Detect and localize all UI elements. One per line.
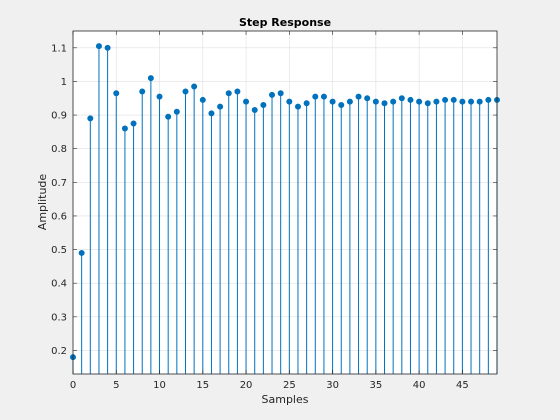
stem-marker [338,101,345,108]
stem-marker [433,98,440,105]
stem-marker [424,100,431,107]
stem-marker [130,120,137,127]
stem-marker [113,90,120,97]
y-tick-label: 0.2 [51,346,67,357]
stem-marker [459,98,466,105]
stem-marker [485,96,492,103]
stem-marker [234,88,241,95]
stem-marker [416,98,423,105]
stem-marker [95,43,102,50]
stem-marker [139,88,146,95]
stem-marker [476,98,483,105]
stem-marker [199,96,206,103]
stem-marker [372,98,379,105]
stem-marker [390,98,397,105]
stem-marker [320,93,327,100]
stem-marker [381,100,388,107]
stem-marker [329,98,336,105]
x-tick-label: 0 [70,380,76,391]
stem-marker [156,93,163,100]
stem-marker [277,90,284,97]
plot-area [73,31,497,374]
x-tick-label: 30 [326,380,339,391]
stem-marker [182,88,189,95]
axes-box [72,30,498,375]
y-tick-label: 1 [61,77,67,88]
stem-marker [407,96,414,103]
stem-marker [450,96,457,103]
stem-marker [251,107,258,114]
y-tick-label: 0.5 [51,245,67,256]
stem-marker [147,75,154,82]
chart-title: Step Response [239,16,331,29]
y-tick-label: 0.4 [51,279,67,290]
x-tick-label: 5 [113,380,119,391]
stem-marker [398,95,405,102]
stem-marker [78,249,85,256]
y-tick-label: 0.6 [51,211,67,222]
stem-marker [355,93,362,100]
y-tick-label: 1.1 [51,43,67,54]
stem-marker [104,44,111,51]
stem-marker [468,98,475,105]
stem-marker [364,95,371,102]
stem-marker [269,91,276,98]
x-tick-label: 25 [283,380,296,391]
stem-marker [346,98,353,105]
stem-marker [191,83,198,90]
y-tick-label: 0.3 [51,312,67,323]
y-tick-label: 0.9 [51,111,67,122]
y-tick-label: 0.8 [51,144,67,155]
x-tick-label: 45 [456,380,469,391]
stem-marker [303,100,310,107]
stem-series [70,43,500,374]
stem-marker [121,125,128,132]
stem-marker [173,108,180,115]
grid-lines [72,31,497,374]
stem-marker [260,101,267,108]
stem-marker [442,96,449,103]
stem-marker [217,103,224,110]
x-tick-label: 15 [196,380,209,391]
stem-marker [165,113,172,120]
stem-marker [312,93,319,100]
x-tick-label: 10 [153,380,166,391]
stem-marker [87,115,94,122]
stem-marker [294,103,301,110]
y-axis-label: Amplitude [36,174,49,231]
stem-marker [208,110,215,117]
x-tick-label: 20 [240,380,253,391]
x-axis-label: Samples [262,393,309,406]
y-tick-label: 0.7 [51,178,67,189]
x-tick-label: 40 [413,380,426,391]
stem-marker [286,98,293,105]
stem-marker [243,98,250,105]
stem-marker [225,90,232,97]
x-tick-label: 35 [369,380,382,391]
axis-ticks: 0 5 10 15 20 25 30 35 40 45 0.2 0.3 0.4 0.5 0.6 0.7 0.8 0… [51,31,497,391]
